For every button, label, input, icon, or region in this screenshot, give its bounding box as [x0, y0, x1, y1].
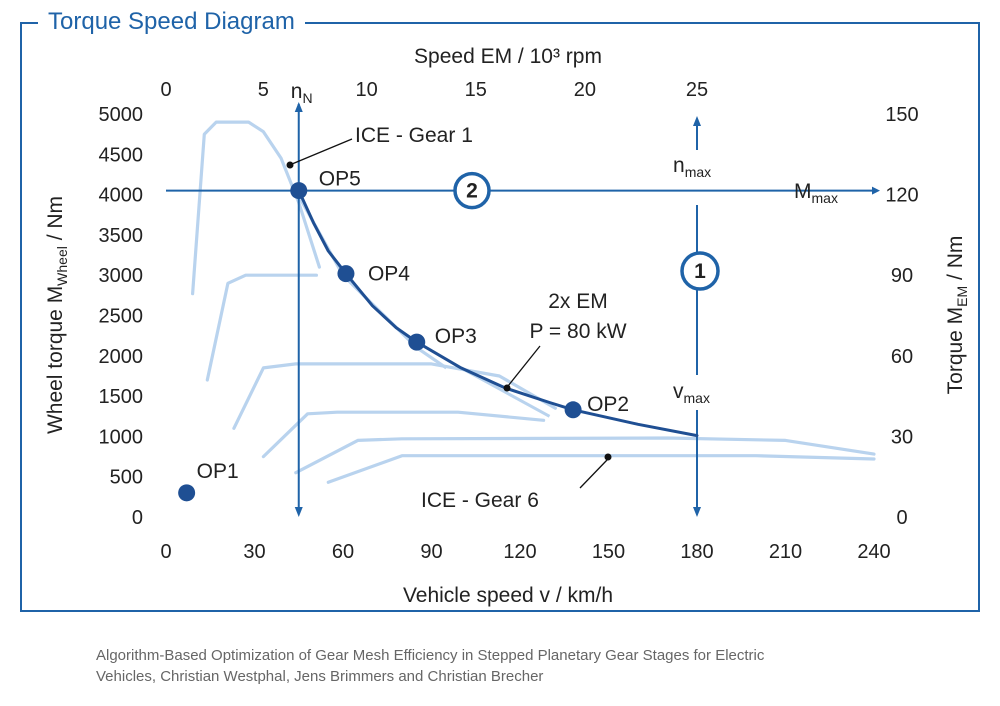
ice-curve-gear-5	[294, 436, 876, 475]
chart-frame	[20, 22, 980, 612]
x-tick-label: 120	[503, 541, 536, 563]
operating-point-label-op2: OP2	[587, 393, 629, 416]
operating-points-layer: OP1 OP2 OP3 OP4 OP5	[178, 168, 629, 502]
vmax-label: vmax	[673, 380, 710, 406]
em-curve-power: P = 80 kW	[529, 320, 626, 343]
x-tick-label: 0	[160, 541, 171, 563]
operating-point-label-op3: OP3	[435, 325, 477, 348]
em-leader-dot	[503, 384, 511, 392]
mmax-label: Mmax	[794, 180, 838, 206]
nN-label: nN	[291, 80, 313, 106]
x-tick-label: 90	[420, 541, 442, 563]
region-1-marker	[680, 251, 720, 291]
mmax-arrowhead	[872, 186, 880, 195]
y-right-tick-label: 90	[891, 265, 913, 287]
ice-gear6-annotation: ICE - Gear 6	[421, 489, 539, 512]
title-container: Torque Speed Diagram	[38, 6, 305, 38]
y-left-tick-label: 3500	[99, 225, 144, 247]
y-right-axis-label: Torque MEM / Nm	[944, 236, 970, 395]
x-top-tick-label: 0	[160, 79, 171, 101]
y-left-axis-label: Wheel torque MWheel / Nm	[44, 196, 70, 434]
figure-caption: Algorithm-Based Optimization of Gear Mes…	[96, 645, 956, 687]
y-right-tick-label: 120	[885, 185, 918, 207]
vmax-arrowhead	[693, 507, 701, 517]
region-2-label: 2	[466, 180, 478, 203]
ice-curve-gear-4	[261, 410, 546, 459]
ice-gear1-dot	[286, 161, 294, 169]
y-right-tick-label: 30	[891, 426, 913, 448]
x-tick-label: 180	[680, 541, 713, 563]
x-top-axis-label: Speed EM / 10³ rpm	[414, 45, 602, 68]
em-leader	[507, 345, 541, 387]
caption-line-2: Vehicles, Christian Westphal, Jens Brimm…	[96, 668, 544, 685]
limit-lines-layer	[166, 102, 880, 517]
labels-layer: Vehicle speed v / km/h Speed EM / 10³ rpm…	[44, 45, 970, 607]
y-right-tick-label: 150	[885, 104, 918, 126]
ice-curves-layer	[191, 120, 876, 484]
x-top-tick-label: 20	[574, 79, 596, 101]
operating-point-op5	[290, 182, 308, 200]
x-tick-label: 150	[592, 541, 625, 563]
ice-gear1-leader	[291, 138, 353, 165]
y-left-tick-label: 3000	[99, 265, 144, 287]
ice-gear6-leader	[579, 459, 608, 489]
nN-arrowhead-top	[294, 102, 303, 112]
ice-gear6-dot	[604, 453, 612, 461]
tick-labels-layer: 0 30 60 90 120 150 180 210 240050010001500200025…	[99, 79, 919, 563]
y-left-tick-label: 4500	[99, 144, 144, 166]
y-left-tick-label: 4000	[99, 185, 144, 207]
operating-point-op3	[408, 333, 426, 351]
operating-point-op1	[178, 484, 196, 502]
caption-line-1: Algorithm-Based Optimization of Gear Mes…	[96, 647, 765, 664]
y-left-tick-label: 2500	[99, 306, 144, 328]
ice-gear1-annotation: ICE - Gear 1	[355, 124, 473, 147]
ice-curve-gear-1	[191, 120, 321, 296]
x-top-tick-label: 25	[686, 79, 708, 101]
operating-point-label-op5: OP5	[319, 168, 361, 191]
operating-point-op2	[564, 401, 582, 419]
ice-curve-gear-3	[232, 362, 558, 430]
x-axis-label: Vehicle speed v / km/h	[403, 584, 613, 607]
nN-arrowhead-bottom	[294, 507, 303, 517]
chart-title: Torque Speed Diagram	[48, 8, 295, 35]
y-left-tick-label: 1500	[99, 386, 144, 408]
nmax-arrowhead	[693, 116, 701, 126]
x-top-tick-label: 15	[465, 79, 487, 101]
em-curve-layer	[297, 189, 699, 438]
em-curve-name: 2x EM	[548, 290, 608, 313]
y-left-tick-label: 500	[110, 467, 143, 489]
nmax-label: nmax	[673, 154, 711, 180]
y-right-tick-label: 60	[891, 346, 913, 368]
em-torque-curve	[297, 189, 699, 438]
operating-point-op4	[337, 265, 355, 283]
y-left-tick-label: 0	[132, 507, 143, 529]
x-tick-label: 60	[332, 541, 354, 563]
operating-point-label-op4: OP4	[368, 263, 410, 286]
operating-point-label-op1: OP1	[197, 460, 239, 483]
ice-curve-gear-2	[205, 273, 318, 382]
x-tick-label: 30	[243, 541, 265, 563]
y-right-tick-label: 0	[896, 507, 907, 529]
y-left-tick-label: 1000	[99, 426, 144, 448]
x-top-tick-label: 5	[258, 79, 269, 101]
ice-curve-gear-6	[326, 454, 876, 484]
y-left-tick-label: 5000	[99, 104, 144, 126]
region-1-label: 1	[694, 260, 706, 283]
y-left-tick-label: 2000	[99, 346, 144, 368]
region-2-marker	[453, 171, 491, 210]
x-top-tick-label: 10	[355, 79, 377, 101]
x-tick-label: 210	[769, 541, 802, 563]
x-tick-label: 240	[857, 541, 890, 563]
